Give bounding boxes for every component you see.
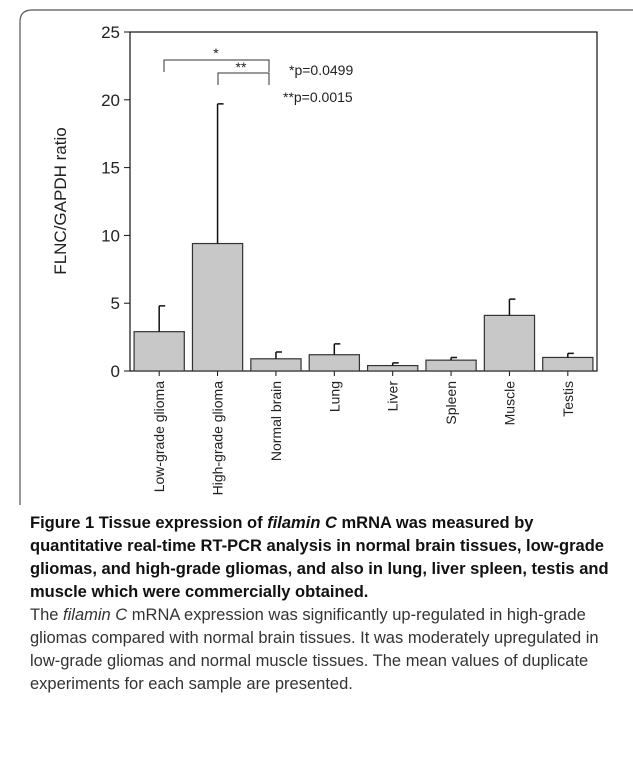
y-tick-label: 25 xyxy=(101,23,120,42)
x-tick-label: High-grade glioma xyxy=(210,381,226,496)
bracket xyxy=(217,72,270,85)
caption-label: Figure 1 xyxy=(30,514,95,532)
error-bar xyxy=(333,343,341,355)
y-tick-label: 10 xyxy=(101,226,120,245)
y-tick-label: 5 xyxy=(111,294,120,313)
caption-body: mRNA expression was significantly up-reg… xyxy=(30,606,599,693)
caption-body: filamin C xyxy=(63,606,128,624)
error-bar xyxy=(216,103,224,244)
x-tick-label: Testis xyxy=(560,381,576,417)
x-tick-label: Lung xyxy=(326,381,342,412)
bar xyxy=(250,358,302,372)
frame xyxy=(19,9,633,505)
y-axis-label: FLNC/GAPDH ratio xyxy=(51,127,70,274)
bar xyxy=(191,242,244,372)
bar xyxy=(542,356,594,372)
plot-frame xyxy=(129,31,598,372)
error-bar xyxy=(567,352,574,358)
annotation: **p=0.0015 xyxy=(283,89,353,105)
y-tick-label: 0 xyxy=(111,362,120,381)
error-bar xyxy=(391,362,399,366)
x-tick-label: Liver xyxy=(385,381,401,412)
bar xyxy=(483,314,536,372)
x-tick-label: Muscle xyxy=(501,381,517,426)
y-tick-label: 20 xyxy=(101,91,120,110)
caption: Figure 1 Tissue expression of filamin C … xyxy=(30,512,626,696)
error-bar xyxy=(450,356,458,361)
annotation: ** xyxy=(236,59,247,75)
x-tick-label: Spleen xyxy=(443,381,459,425)
error-bar xyxy=(275,351,282,359)
bar xyxy=(425,359,477,372)
annotation: * xyxy=(213,45,219,61)
bar xyxy=(133,331,185,372)
caption-title: Tissue expression of xyxy=(98,514,268,532)
chart: FLNC/GAPDH ratio * ** *p=0.0499 **p=0.00… xyxy=(19,9,633,505)
annotation: *p=0.0499 xyxy=(289,62,353,78)
x-tick-label: Normal brain xyxy=(268,381,284,461)
x-tick-label: Low-grade glioma xyxy=(151,381,167,492)
bracket xyxy=(163,59,270,72)
caption-title: filamin C xyxy=(267,514,337,532)
caption-body: The xyxy=(30,606,64,624)
bar xyxy=(308,354,361,372)
y-tick-label: 15 xyxy=(101,159,120,178)
caption-title: mRNA was measured by quantitative real-t… xyxy=(30,514,609,601)
error-bar xyxy=(158,305,166,332)
error-bar xyxy=(508,298,516,316)
bar xyxy=(366,364,419,372)
